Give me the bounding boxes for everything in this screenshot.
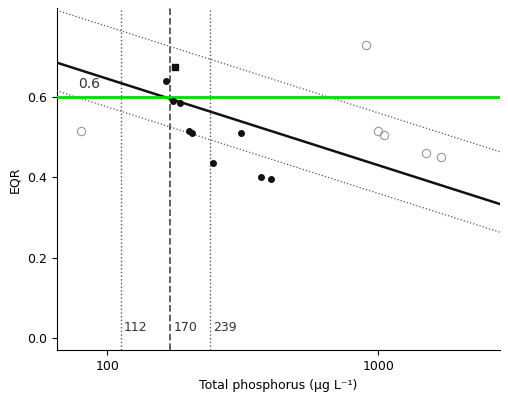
Text: 170: 170 [173, 321, 197, 334]
Y-axis label: EQR: EQR [8, 166, 21, 193]
Text: 112: 112 [124, 321, 148, 334]
Text: 239: 239 [213, 321, 237, 334]
X-axis label: Total phosphorus (μg L⁻¹): Total phosphorus (μg L⁻¹) [199, 379, 357, 392]
Text: 0.6: 0.6 [78, 77, 100, 91]
